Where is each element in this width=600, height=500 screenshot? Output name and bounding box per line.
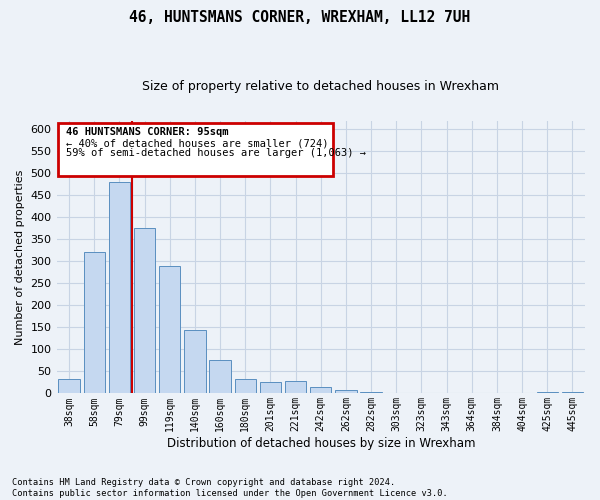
Text: ← 40% of detached houses are smaller (724): ← 40% of detached houses are smaller (72… (66, 138, 328, 148)
X-axis label: Distribution of detached houses by size in Wrexham: Distribution of detached houses by size … (167, 437, 475, 450)
Bar (134, 228, 155, 394)
Bar (562, 392, 583, 394)
Bar (335, 390, 356, 394)
Bar (386, 392, 407, 394)
Y-axis label: Number of detached properties: Number of detached properties (15, 170, 25, 344)
Text: 46 HUNTSMANS CORNER: 95sqm: 46 HUNTSMANS CORNER: 95sqm (66, 127, 228, 137)
Bar (83, 252, 105, 394)
Bar (361, 392, 382, 394)
Bar (159, 266, 181, 394)
Bar (58, 380, 80, 394)
FancyBboxPatch shape (58, 123, 334, 176)
Text: Contains HM Land Registry data © Crown copyright and database right 2024.
Contai: Contains HM Land Registry data © Crown c… (12, 478, 448, 498)
Bar (235, 379, 256, 394)
Bar (109, 182, 130, 394)
Text: 59% of semi-detached houses are larger (1,063) →: 59% of semi-detached houses are larger (… (66, 148, 366, 158)
Text: 46, HUNTSMANS CORNER, WREXHAM, LL12 7UH: 46, HUNTSMANS CORNER, WREXHAM, LL12 7UH (130, 10, 470, 25)
Bar (310, 388, 331, 394)
Title: Size of property relative to detached houses in Wrexham: Size of property relative to detached ho… (142, 80, 499, 93)
Bar (209, 360, 231, 394)
Bar (536, 392, 558, 394)
Bar (285, 380, 307, 394)
Bar (184, 330, 206, 394)
Bar (260, 382, 281, 394)
